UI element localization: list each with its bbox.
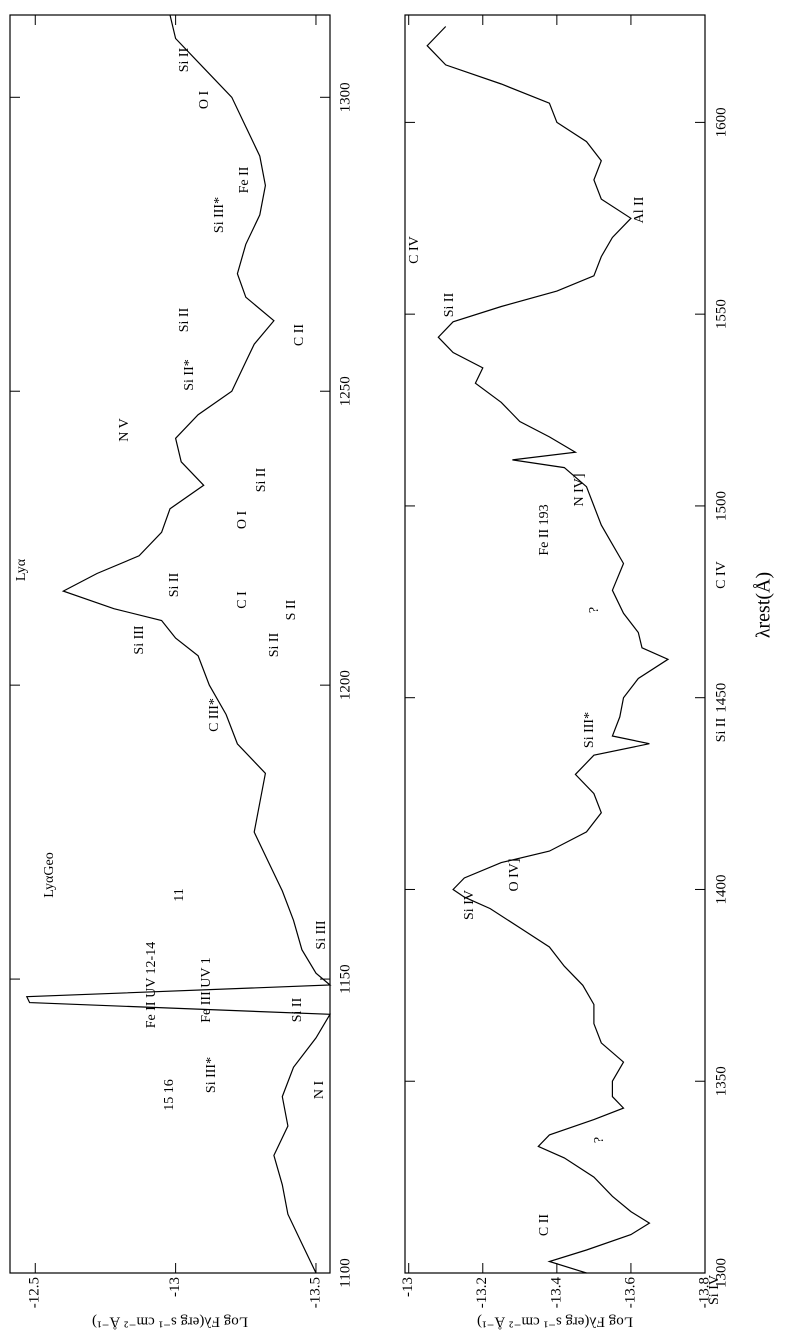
x-tick-label: 1250 <box>337 376 353 406</box>
line-label: Fe II 193 <box>537 504 552 555</box>
line-label: Fe III UV 1 <box>199 957 214 1022</box>
line-label: N V <box>117 418 132 441</box>
line-label: Si II <box>177 47 192 72</box>
line-label: S II <box>284 599 299 620</box>
line-label: Si II <box>290 997 305 1022</box>
rotated-figure: 1100 1150 1200 1250 1300 -12.5 -13 -13.5 Log Fλ(… <box>9 14 775 1330</box>
spectrum-line <box>426 26 670 1274</box>
line-label: ? <box>592 1137 607 1143</box>
line-label: Fe II UV 12-14 <box>144 942 159 1028</box>
x-tick-label: 1550 <box>713 299 729 329</box>
line-label: Si II <box>714 717 729 742</box>
line-label: Si IV <box>462 890 477 920</box>
line-label: Si II <box>254 467 269 492</box>
y-tick-label: -13.6 <box>622 1277 638 1309</box>
line-label: C II <box>292 324 307 347</box>
x-tick-label: 1500 <box>713 491 729 521</box>
line-label: Si III* <box>204 1057 219 1093</box>
line-label: C II <box>537 1214 552 1237</box>
x-tick-label: 1450 <box>713 683 729 713</box>
line-label: O I <box>235 511 250 530</box>
y-tick-label: -13 <box>400 1277 416 1297</box>
plot-frame <box>404 14 706 1274</box>
spectrum-line <box>25 14 332 1274</box>
line-label: Si II <box>177 307 192 332</box>
line-label: Si II <box>167 572 182 597</box>
line-label: N I <box>312 1081 327 1100</box>
x-tick-label: 1150 <box>337 964 353 993</box>
line-label: Si II* <box>182 359 197 391</box>
line-label: ? <box>587 607 602 613</box>
y-axis-title: Log Fλ(erg s⁻¹ cm⁻² Å⁻¹) <box>477 1314 633 1330</box>
line-label: Al II <box>632 196 647 223</box>
y-tick-label: -13.4 <box>548 1277 564 1309</box>
x-tick-label: 1350 <box>713 1066 729 1096</box>
line-label: 11 <box>172 888 187 901</box>
line-label: N IV] <box>572 473 587 506</box>
line-label: 15 16 <box>162 1079 177 1111</box>
line-label: C IV <box>714 561 729 589</box>
line-label: O I <box>197 91 212 110</box>
line-label: C I <box>235 591 250 609</box>
line-label: Si III* <box>212 197 227 233</box>
x-tick-label: 1200 <box>337 670 353 700</box>
y-tick-label: -13.5 <box>307 1277 323 1308</box>
line-label: Si IV <box>707 1275 722 1305</box>
x-tick-label: 1400 <box>713 874 729 904</box>
line-label: Fe II <box>237 166 252 193</box>
x-tick-label: 1300 <box>713 1258 729 1288</box>
line-label: Si III* <box>582 712 597 748</box>
line-label: Si III <box>132 625 147 655</box>
y-tick-label: -13.8 <box>696 1277 712 1308</box>
y-tick-label: -13.2 <box>474 1277 490 1308</box>
x-tick-label: 1600 <box>713 107 729 137</box>
line-label: C IV <box>407 236 422 264</box>
x-tick-label: 1100 <box>337 1258 353 1287</box>
line-label: Lyα <box>14 558 29 581</box>
y-tick-label: -13 <box>167 1277 183 1297</box>
line-label: C III* <box>207 698 222 732</box>
x-axis-title: λrest(Å) <box>753 572 775 638</box>
y-axis-title: Log Fλ(erg s⁻¹ cm⁻² Å⁻¹) <box>92 1314 248 1330</box>
y-tick-label: -12.5 <box>27 1277 43 1308</box>
line-label: Si II <box>442 292 457 317</box>
x-tick-label: 1300 <box>337 82 353 112</box>
line-label: O IV] <box>507 858 522 891</box>
line-label: LyαGeo <box>42 852 57 897</box>
line-label: Si III <box>314 920 329 950</box>
line-label: Si II <box>267 632 282 657</box>
